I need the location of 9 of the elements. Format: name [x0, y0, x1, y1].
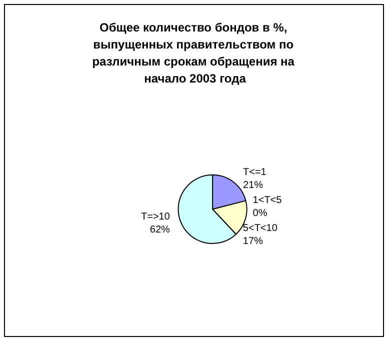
data-label: 21%: [243, 180, 264, 191]
category-label: 1<T<5: [252, 194, 282, 206]
slice-label: T<=1: [243, 166, 267, 178]
slice-label: 5<T<10: [242, 222, 278, 234]
slice-label: T=>10: [141, 211, 170, 222]
chart-title: Общее количество бондов в %, выпущенных правительством по различным срокам обращения на начало 2003 года: [92, 20, 298, 86]
data-label: 62%: [150, 224, 170, 236]
data-label: 17%: [242, 236, 264, 247]
text: 0%: [252, 208, 268, 219]
